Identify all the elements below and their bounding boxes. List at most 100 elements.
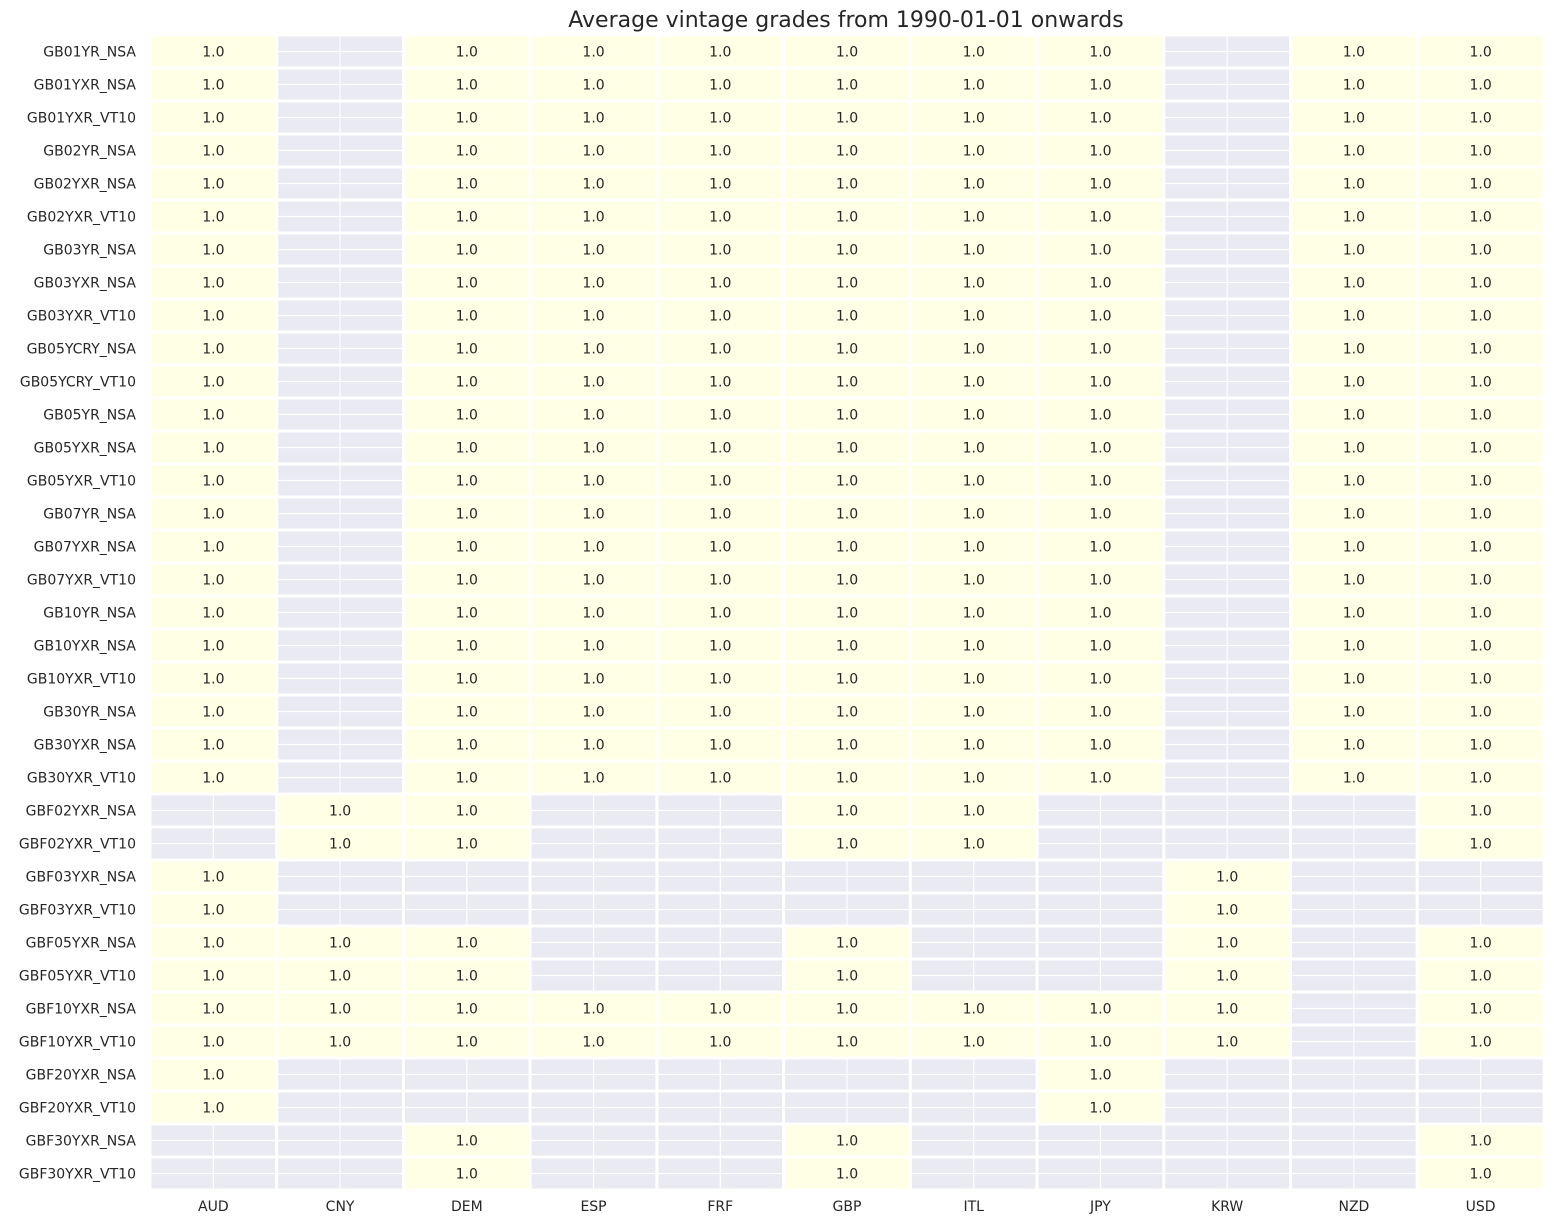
cell-value-label: 1.0 (1343, 375, 1365, 391)
cell-value-label: 1.0 (963, 177, 985, 193)
cell-value-label: 1.0 (202, 969, 224, 985)
y-tick-label-gb10yxr-vt10: GB10YXR_VT10 (27, 672, 136, 688)
x-tick-labels: AUD CNY DEM ESP FRF GBP ITL JPY KRW NZD USD (198, 1199, 1496, 1215)
heatmap-cell (1415, 132, 1546, 169)
cell-value-label: 1.0 (456, 771, 478, 787)
cell-value-label: 1.0 (1216, 1002, 1238, 1018)
cell-value-label: 1.0 (963, 771, 985, 787)
cell-value-label: 1.0 (963, 507, 985, 523)
cell-value-label: 1.0 (1089, 309, 1111, 325)
cell-value-label: 1.0 (1470, 309, 1492, 325)
y-tick-label-gbf20yxr-vt10: GBF20YXR_VT10 (19, 1101, 136, 1117)
cell-value-label: 1.0 (709, 441, 731, 457)
heatmap-cell (908, 231, 1039, 268)
cell-value-label: 1.0 (709, 771, 731, 787)
y-tick-label-gb05yr-nsa: GB05YR_NSA (43, 408, 136, 424)
cell-value-label: 1.0 (456, 474, 478, 490)
x-tick-label-usd: USD (1466, 1199, 1496, 1215)
cell-value-label: 1.0 (1470, 804, 1492, 820)
cell-value-label: 1.0 (456, 672, 478, 688)
heatmap-cell (1415, 957, 1546, 994)
y-tick-label-gbf03yxr-nsa: GBF03YXR_NSA (26, 870, 137, 886)
cell-value-label: 1.0 (582, 45, 604, 61)
heatmap-cell (401, 33, 532, 70)
cell-value-label: 1.0 (329, 1002, 351, 1018)
cell-value-label: 1.0 (1343, 639, 1365, 655)
cell-value-label: 1.0 (456, 804, 478, 820)
cell-value-label: 1.0 (582, 1035, 604, 1051)
y-tick-label-gbf02yxr-nsa: GBF02YXR_NSA (26, 804, 137, 820)
y-tick-labels: GB01YR_NSA GB01YXR_NSA GB01YXR_VT10 GB02YR_… (19, 45, 137, 1183)
y-tick-label-gb03yr-nsa: GB03YR_NSA (43, 243, 136, 259)
heatmap-cell (908, 165, 1039, 202)
cell-value-label: 1.0 (582, 276, 604, 292)
y-tick-label-gb02yxr-vt10: GB02YXR_VT10 (27, 210, 136, 226)
x-tick-label-jpy: JPY (1089, 1199, 1111, 1215)
heatmap-cell (528, 759, 659, 796)
cell-value-label: 1.0 (456, 177, 478, 193)
cell-value-label: 1.0 (1470, 771, 1492, 787)
cell-value-label: 1.0 (709, 672, 731, 688)
cell-value-label: 1.0 (1343, 705, 1365, 721)
cell-value-label: 1.0 (836, 441, 858, 457)
cell-value-label: 1.0 (1089, 243, 1111, 259)
cell-value-label: 1.0 (963, 606, 985, 622)
cell-value-label: 1.0 (963, 639, 985, 655)
cell-value-label: 1.0 (963, 474, 985, 490)
cell-value-label: 1.0 (836, 738, 858, 754)
cell-value-label: 1.0 (1343, 573, 1365, 589)
cell-value-label: 1.0 (202, 639, 224, 655)
cell-value-label: 1.0 (582, 78, 604, 94)
y-tick-label-gbf05yxr-nsa: GBF05YXR_NSA (26, 936, 137, 952)
cell-value-label: 1.0 (582, 639, 604, 655)
cell-value-label: 1.0 (1343, 111, 1365, 127)
heatmap-cell (1415, 429, 1546, 466)
heatmap-cell (655, 231, 786, 268)
cell-value-label: 1.0 (836, 606, 858, 622)
cell-value-label: 1.0 (1470, 78, 1492, 94)
heatmap-cell (1289, 264, 1419, 301)
heatmap-cell (401, 528, 532, 565)
cell-value-label: 1.0 (963, 309, 985, 325)
heatmap-cell (655, 330, 786, 367)
cell-value-label: 1.0 (456, 1134, 478, 1150)
cell-value-label: 1.0 (582, 540, 604, 556)
heatmap-cell (1035, 660, 1166, 697)
cell-value-label: 1.0 (202, 540, 224, 556)
cell-value-label: 1.0 (836, 936, 858, 952)
cell-value-label: 1.0 (1343, 738, 1365, 754)
cell-value-label: 1.0 (963, 738, 985, 754)
heatmap-cell (1415, 924, 1546, 961)
heatmap-cell (148, 957, 279, 994)
cell-value-label: 1.0 (1343, 441, 1365, 457)
cell-value-label: 1.0 (836, 837, 858, 853)
heatmap-cell (655, 396, 786, 433)
cell-value-label: 1.0 (709, 1002, 731, 1018)
cell-value-label: 1.0 (1089, 144, 1111, 160)
heatmap-cell (148, 165, 279, 202)
cell-value-label: 1.0 (836, 1002, 858, 1018)
cell-value-label: 1.0 (1470, 672, 1492, 688)
cell-value-label: 1.0 (1470, 540, 1492, 556)
cell-value-label: 1.0 (709, 408, 731, 424)
cell-value-label: 1.0 (1470, 705, 1492, 721)
x-tick-label-krw: KRW (1211, 1199, 1243, 1215)
x-tick-label-cny: CNY (326, 1199, 355, 1215)
cell-value-label: 1.0 (582, 441, 604, 457)
cell-value-label: 1.0 (709, 474, 731, 490)
cell-value-label: 1.0 (456, 309, 478, 325)
cell-value-label: 1.0 (836, 45, 858, 61)
cell-value-label: 1.0 (963, 342, 985, 358)
cell-value-label: 1.0 (202, 243, 224, 259)
cell-value-label: 1.0 (1216, 969, 1238, 985)
cell-value-label: 1.0 (1470, 474, 1492, 490)
cell-value-label: 1.0 (1089, 639, 1111, 655)
heatmap-cell (401, 495, 532, 532)
heatmap-cell (1415, 660, 1546, 697)
heatmap-cell (1289, 660, 1419, 697)
y-tick-label-gbf05yxr-vt10: GBF05YXR_VT10 (19, 969, 136, 985)
heatmap-cell (401, 693, 532, 730)
y-tick-label-gb10yr-nsa: GB10YR_NSA (43, 606, 136, 622)
heatmap-cell (1415, 528, 1546, 565)
cell-value-label: 1.0 (456, 276, 478, 292)
